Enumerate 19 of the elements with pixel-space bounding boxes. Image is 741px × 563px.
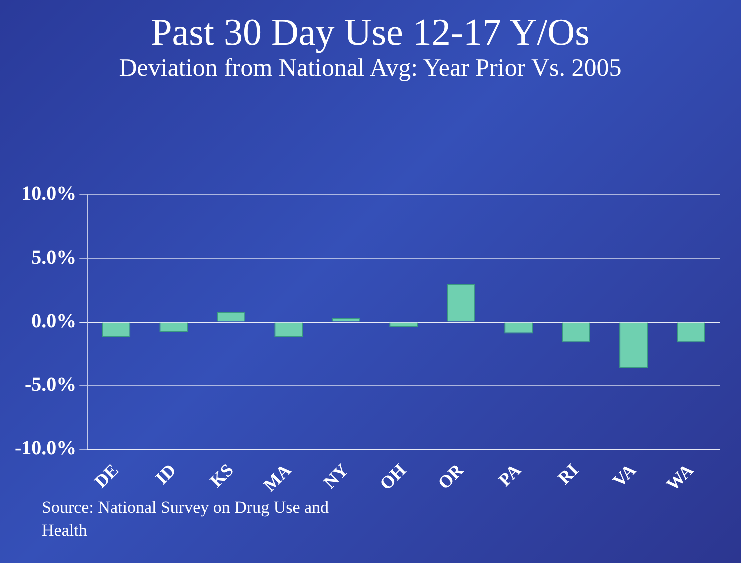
x-tick-label: VA — [609, 460, 640, 492]
x-tick-label: OR — [434, 459, 468, 494]
x-tick-label: MA — [260, 460, 295, 496]
y-tick-label: 10.0% — [22, 183, 77, 206]
x-tick-label: ID — [152, 460, 180, 488]
x-tick-label: DE — [90, 460, 123, 492]
y-tick-label: 0.0% — [32, 310, 77, 332]
x-tick-label: NY — [320, 460, 352, 493]
x-tick-label: RI — [554, 460, 582, 488]
x-tick-label: WA — [662, 460, 698, 495]
x-tick-label: PA — [494, 460, 525, 490]
chart-subtitle: Deviation from National Avg: Year Prior Vs. 2005 — [118, 54, 623, 84]
chart-title: Past 30 Day Use 12-17 Y/Os — [150, 11, 591, 54]
source-note: Source: National Survey on Drug Use and Health — [42, 497, 330, 542]
y-tick-label: 5.0% — [32, 246, 77, 269]
x-tick-label: KS — [206, 460, 238, 492]
y-tick-label: -10.0% — [14, 438, 77, 460]
y-tick-label: -5.0% — [24, 374, 77, 396]
x-tick-label: OH — [376, 460, 410, 494]
